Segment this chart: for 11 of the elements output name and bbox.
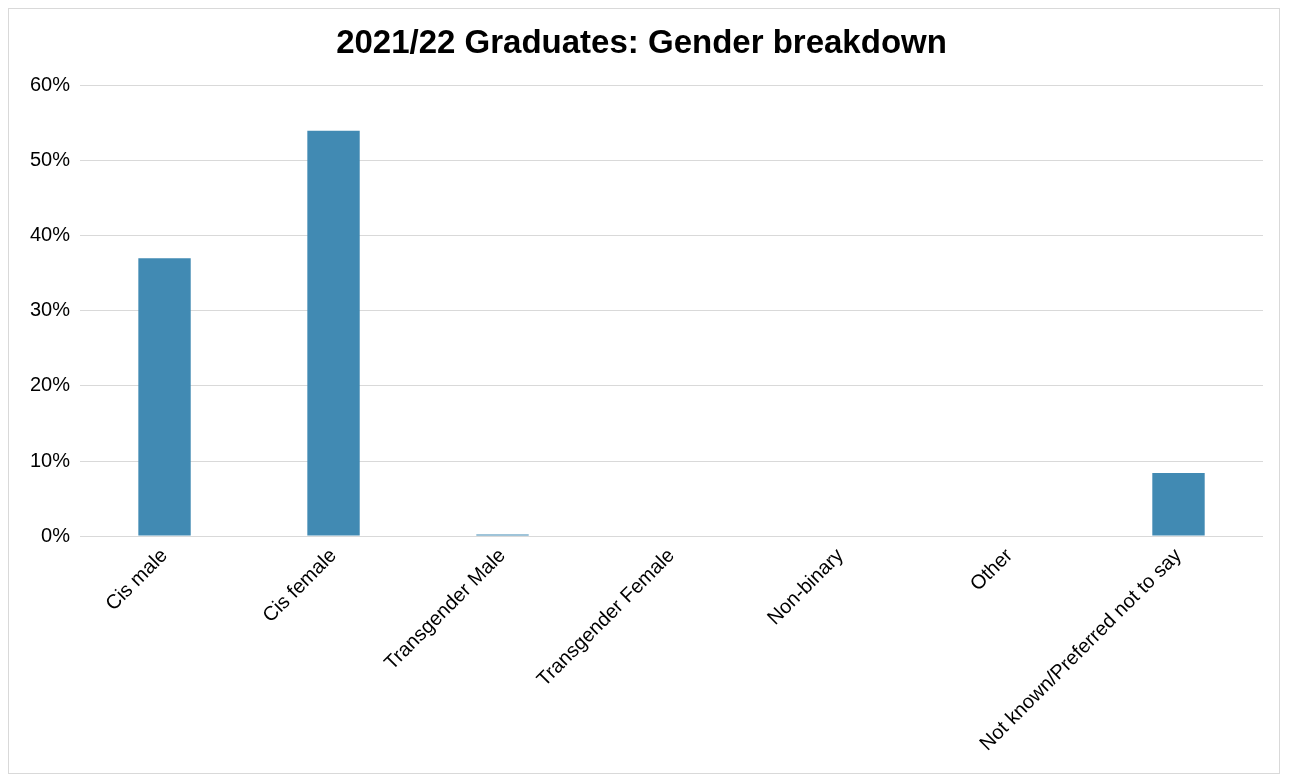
- y-tick-label: 20%: [30, 373, 71, 396]
- y-tick-label: 10%: [30, 448, 71, 471]
- y-tick-label: 30%: [30, 298, 71, 321]
- y-tick-label: 60%: [30, 73, 71, 96]
- chart-title: 2021/22 Graduates: Gender breakdown: [336, 22, 947, 60]
- y-tick-label: 50%: [30, 148, 71, 171]
- y-tick-label: 40%: [30, 223, 71, 246]
- bar: [307, 130, 360, 536]
- bar: [1152, 473, 1205, 536]
- bar: [138, 258, 191, 536]
- y-tick-label: 0%: [41, 523, 71, 546]
